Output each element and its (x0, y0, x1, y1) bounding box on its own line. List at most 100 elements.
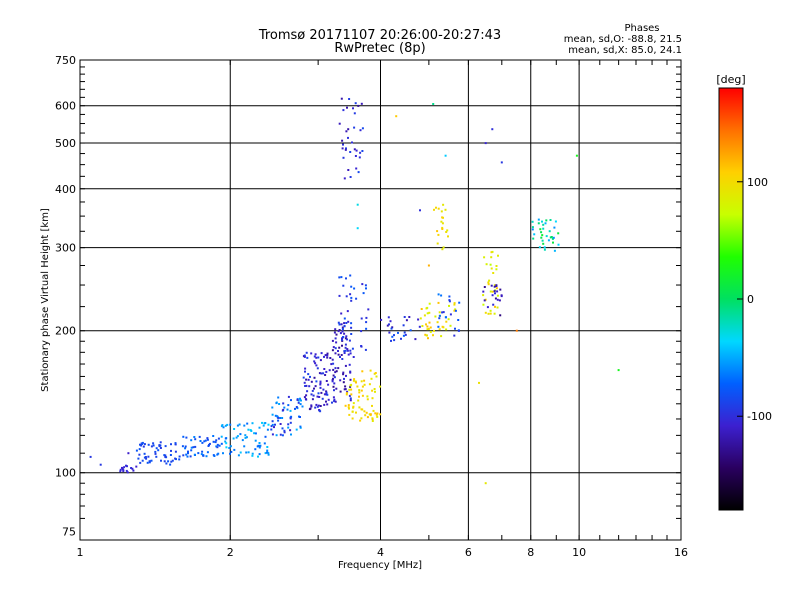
data-point (138, 453, 141, 456)
data-point (400, 337, 402, 340)
data-point (333, 376, 336, 379)
data-point (212, 435, 215, 437)
data-point (440, 294, 443, 297)
data-point (315, 356, 318, 359)
data-point (139, 461, 142, 464)
data-point (266, 446, 269, 448)
data-point (316, 395, 319, 398)
data-point (356, 385, 359, 388)
data-point (303, 355, 306, 358)
data-point (295, 406, 298, 408)
data-point (323, 393, 326, 396)
data-point (359, 151, 362, 154)
data-point (371, 420, 374, 422)
data-point (441, 248, 444, 251)
data-point (154, 450, 157, 453)
data-points (89, 97, 620, 485)
data-point (393, 334, 395, 337)
data-point (331, 339, 334, 342)
data-point (557, 243, 560, 246)
data-point (545, 235, 548, 238)
data-point (494, 297, 497, 300)
data-point (170, 460, 173, 463)
data-point (194, 445, 197, 448)
data-point (345, 322, 348, 324)
y-tick-label: 75 (62, 526, 76, 539)
colorbar-label: [deg] (716, 73, 745, 86)
data-point (300, 399, 302, 402)
data-point (140, 444, 143, 447)
data-point (347, 169, 350, 171)
data-point (325, 380, 328, 382)
data-point (427, 264, 430, 267)
data-point (320, 391, 323, 394)
data-point (320, 372, 323, 375)
data-point (547, 239, 550, 242)
data-point (127, 452, 130, 455)
stats-heading: Phases (624, 23, 659, 34)
data-point (441, 325, 444, 328)
data-point (349, 349, 352, 352)
data-point (228, 447, 231, 449)
data-point (341, 338, 343, 341)
data-point (495, 268, 498, 271)
data-point (366, 416, 369, 419)
data-point (344, 364, 347, 367)
data-point (216, 443, 219, 446)
data-point (119, 470, 122, 473)
data-point (343, 350, 346, 353)
data-point (440, 335, 443, 338)
data-point (437, 301, 440, 304)
data-point (347, 128, 350, 131)
data-point (289, 409, 292, 412)
data-point (433, 329, 435, 332)
data-point (355, 411, 357, 414)
data-point (286, 408, 289, 411)
data-point (163, 460, 166, 463)
data-point (321, 397, 324, 400)
data-point (243, 424, 246, 427)
data-point (310, 352, 313, 355)
data-point (531, 220, 534, 223)
data-point (391, 335, 394, 338)
data-point (351, 347, 354, 350)
data-point (337, 321, 340, 324)
data-point (271, 423, 274, 426)
data-point (495, 265, 498, 267)
data-point (281, 434, 284, 437)
data-point (348, 413, 351, 416)
data-point (319, 359, 322, 362)
data-point (427, 337, 429, 340)
data-point (402, 334, 405, 337)
data-point (458, 301, 461, 304)
data-point (361, 127, 364, 130)
data-point (302, 376, 305, 379)
data-point (287, 426, 290, 429)
data-point (348, 388, 351, 391)
data-point (551, 237, 554, 240)
y-tick-label: 400 (55, 183, 76, 196)
data-point (319, 405, 322, 407)
data-point (310, 405, 313, 408)
data-point (306, 390, 309, 393)
data-point (270, 425, 273, 428)
data-point (331, 358, 334, 361)
data-point (322, 372, 325, 375)
data-point (327, 383, 330, 386)
data-point (371, 397, 374, 400)
data-point (135, 449, 138, 452)
data-point (325, 370, 328, 373)
data-point (453, 302, 456, 305)
data-point (349, 384, 352, 387)
data-point (198, 435, 201, 438)
data-point (366, 395, 369, 398)
data-point (232, 437, 235, 440)
data-point (202, 454, 205, 457)
data-point (343, 325, 346, 328)
data-point (250, 430, 253, 432)
y-tick-label: 300 (55, 242, 76, 255)
data-point (148, 461, 151, 464)
data-point (397, 331, 399, 334)
data-point (297, 401, 300, 404)
data-point (339, 332, 342, 335)
